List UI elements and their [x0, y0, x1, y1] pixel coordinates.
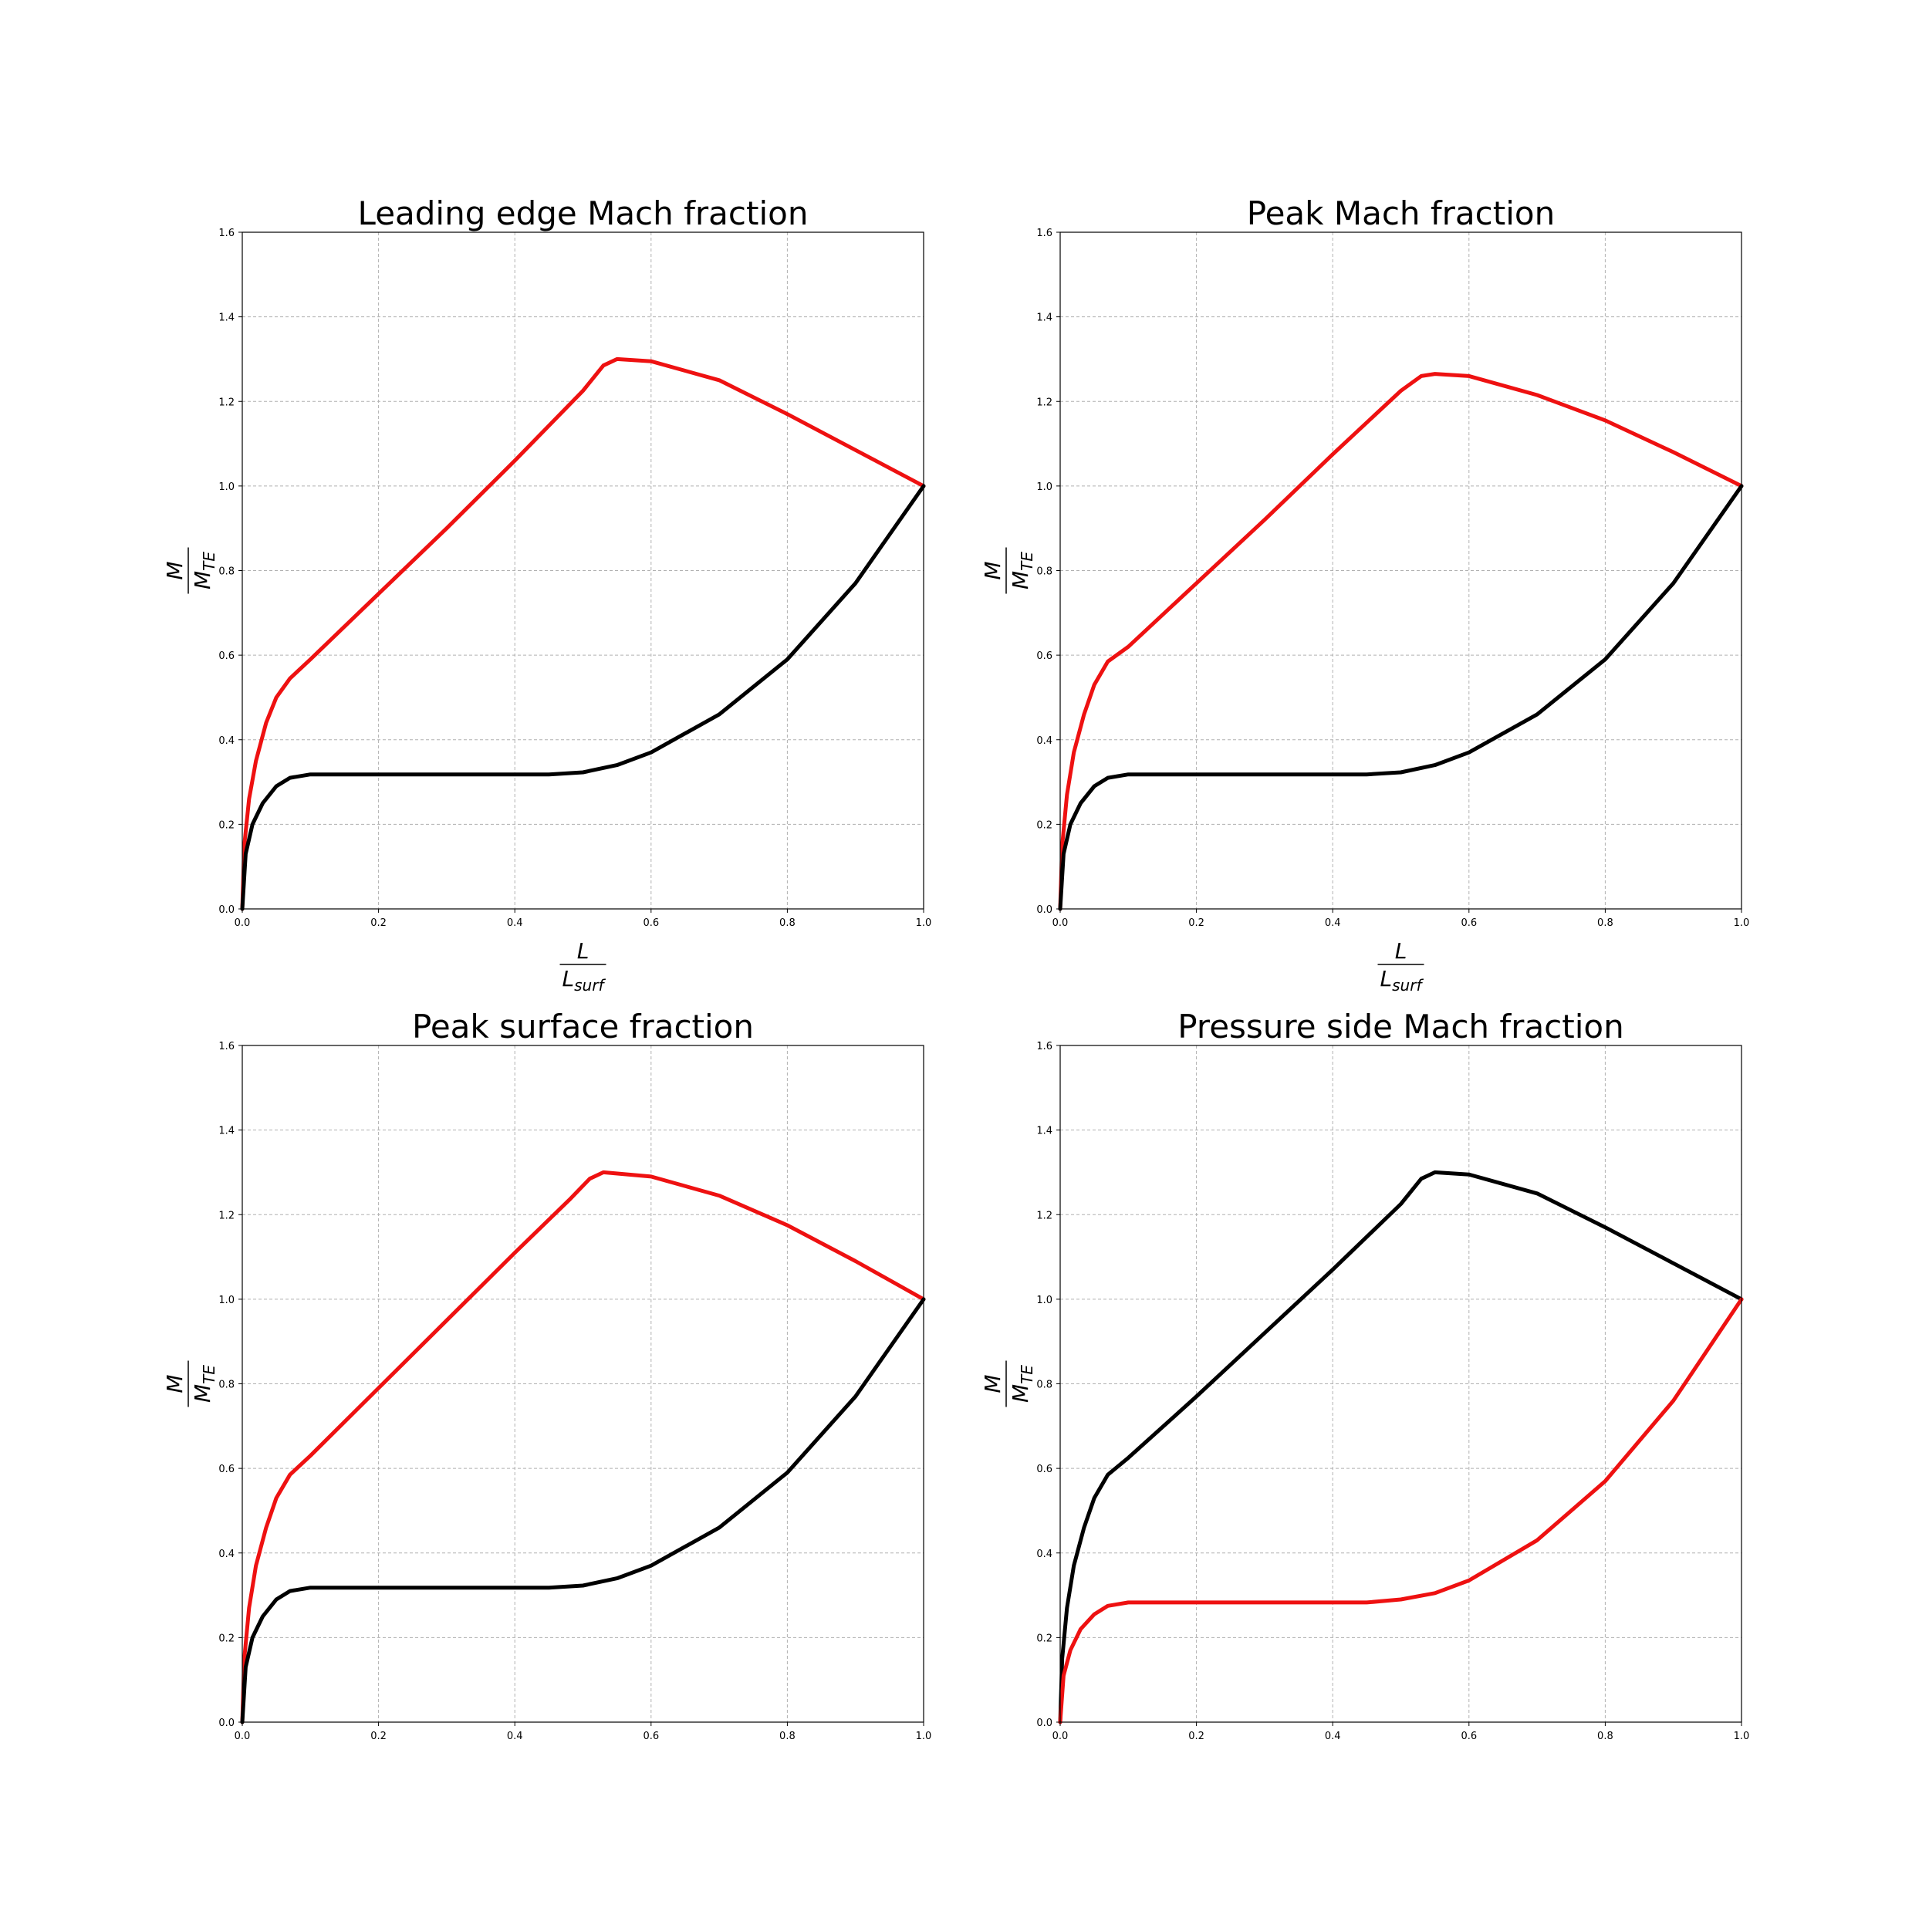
- y-tick-label: 1.6: [218, 1041, 235, 1052]
- x-tick-label: 0.6: [1461, 917, 1477, 929]
- x-tick-label: 0.4: [1325, 1731, 1341, 1742]
- y-axis-label-denominator: MTE: [190, 552, 218, 589]
- x-tick-label: 1.0: [916, 917, 932, 929]
- y-tick-label: 0.6: [218, 1464, 235, 1475]
- y-tick-label: 0.2: [1036, 1633, 1052, 1644]
- y-axis-label-denominator: MTE: [1008, 552, 1036, 589]
- y-tick-label: 1.6: [1036, 228, 1052, 239]
- y-tick-label: 1.2: [218, 1210, 235, 1221]
- x-tick-label: 1.0: [916, 1731, 932, 1742]
- x-tick-label: 0.6: [643, 1731, 659, 1742]
- x-tick-label: 0.0: [1052, 917, 1069, 929]
- series-line-1: [240, 1170, 926, 1724]
- x-tick-label: 1.0: [1734, 1731, 1750, 1742]
- panel-title: Pressure side Mach fraction: [1177, 1008, 1623, 1045]
- y-tick-label: 0.6: [1036, 650, 1052, 662]
- series-line-1: [1058, 1170, 1744, 1724]
- y-tick-label: 1.2: [1036, 397, 1052, 408]
- y-tick-label: 0.2: [1036, 819, 1052, 831]
- x-tick-label: 0.6: [1461, 1731, 1477, 1742]
- y-axis-label-numerator: M: [162, 561, 187, 579]
- y-tick-label: 1.4: [1036, 312, 1052, 324]
- y-tick-label: 0.4: [218, 735, 235, 747]
- panel-1: 0.0 0.2 0.4 0.6 0.8 1.0 0.0 0.2 0.4 0.6 0.8 1.0 1.2 1…: [162, 194, 931, 995]
- x-tick-label: 1.0: [1734, 917, 1750, 929]
- y-tick-label: 0.4: [218, 1549, 235, 1560]
- y-tick-label: 0.8: [1036, 1380, 1052, 1391]
- panel-4: 0.0 0.2 0.4 0.6 0.8 1.0 0.0 0.2 0.4 0.6 0.8 1.0 1.2 1…: [980, 1008, 1749, 1742]
- x-tick-label: 0.6: [643, 917, 659, 929]
- x-tick-label: 0.2: [370, 1731, 387, 1742]
- y-tick-label: 0.4: [1036, 735, 1052, 747]
- series-line-2: [1058, 484, 1744, 911]
- panel-title: Peak Mach fraction: [1247, 194, 1555, 232]
- panel-title: Peak surface fraction: [412, 1008, 754, 1045]
- series-line-2: [240, 484, 926, 911]
- series-line-1: [240, 356, 926, 911]
- panel-3: 0.0 0.2 0.4 0.6 0.8 1.0 0.0 0.2 0.4 0.6 0.8 1.0 1.2 1…: [162, 1008, 931, 1742]
- panel-2: 0.0 0.2 0.4 0.6 0.8 1.0 0.0 0.2 0.4 0.6 0.8 1.0 1.2 1…: [980, 194, 1749, 995]
- x-tick-label: 0.4: [507, 1731, 523, 1742]
- y-tick-label: 0.8: [218, 1380, 235, 1391]
- y-tick-label: 1.0: [1036, 481, 1052, 493]
- x-tick-label: 0.0: [235, 1731, 251, 1742]
- y-tick-label: 0.0: [218, 904, 235, 916]
- y-tick-label: 1.0: [218, 1295, 235, 1306]
- series-line-2: [1058, 1297, 1744, 1724]
- series-line-2: [240, 1297, 926, 1724]
- y-tick-label: 0.0: [1036, 1718, 1052, 1729]
- y-tick-label: 1.4: [1036, 1126, 1052, 1137]
- x-axis-label-denominator: Lsurf: [562, 966, 606, 995]
- x-tick-label: 0.0: [235, 917, 251, 929]
- y-tick-label: 0.2: [218, 819, 235, 831]
- y-tick-label: 0.4: [1036, 1549, 1052, 1560]
- x-tick-label: 0.4: [1325, 917, 1341, 929]
- y-tick-label: 1.4: [218, 312, 235, 324]
- y-tick-label: 1.6: [1036, 1041, 1052, 1052]
- y-tick-label: 0.2: [218, 1633, 235, 1644]
- x-tick-label: 0.2: [1188, 1731, 1204, 1742]
- x-tick-label: 0.8: [779, 1731, 796, 1742]
- x-tick-label: 0.8: [1597, 1731, 1613, 1742]
- x-tick-label: 0.0: [1052, 1731, 1069, 1742]
- panel-title: Leading edge Mach fraction: [358, 194, 809, 232]
- y-tick-label: 0.0: [218, 1718, 235, 1729]
- y-tick-label: 0.8: [218, 566, 235, 578]
- x-axis-label-denominator: Lsurf: [1380, 966, 1424, 995]
- y-axis-label-numerator: M: [980, 1374, 1005, 1393]
- x-tick-label: 0.8: [1597, 917, 1613, 929]
- x-axis-label-numerator: L: [577, 938, 590, 964]
- y-axis-label-numerator: M: [980, 561, 1005, 579]
- y-tick-label: 0.8: [1036, 566, 1052, 578]
- y-tick-label: 0.0: [1036, 904, 1052, 916]
- x-tick-label: 0.8: [779, 917, 796, 929]
- y-axis-label-denominator: MTE: [1008, 1365, 1036, 1403]
- y-tick-label: 1.2: [218, 397, 235, 408]
- y-tick-label: 1.0: [218, 481, 235, 493]
- y-axis-label-denominator: MTE: [190, 1365, 218, 1403]
- x-tick-label: 0.2: [1188, 917, 1204, 929]
- y-tick-label: 1.6: [218, 228, 235, 239]
- x-tick-label: 0.2: [370, 917, 387, 929]
- y-tick-label: 1.4: [218, 1126, 235, 1137]
- y-tick-label: 0.6: [218, 650, 235, 662]
- y-axis-label-numerator: M: [162, 1374, 187, 1393]
- x-axis-label-numerator: L: [1395, 938, 1407, 964]
- series-line-1: [1058, 372, 1744, 911]
- y-tick-label: 0.6: [1036, 1464, 1052, 1475]
- y-tick-label: 1.0: [1036, 1295, 1052, 1306]
- y-tick-label: 1.2: [1036, 1210, 1052, 1221]
- x-tick-label: 0.4: [507, 917, 523, 929]
